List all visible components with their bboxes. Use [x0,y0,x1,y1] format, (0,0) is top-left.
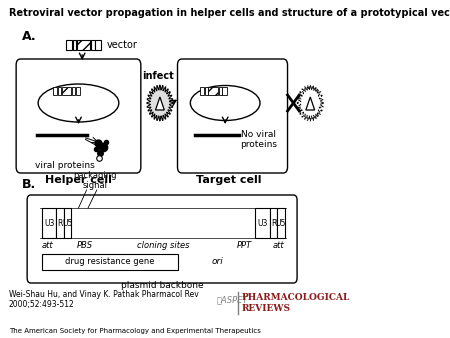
Text: U5: U5 [276,218,286,227]
Text: PHARMACOLOGICAL
REVIEWS: PHARMACOLOGICAL REVIEWS [241,293,350,313]
Bar [42,254,177,270]
Text: PBS: PBS [76,241,92,250]
Text: plasmid backbone: plasmid backbone [121,281,203,290]
Bar [72,87,75,95]
Text: The American Society for Pharmacology and Experimental Therapeutics: The American Society for Pharmacology an… [9,328,261,334]
Bar [199,87,204,95]
Bar [95,40,101,50]
Text: Target cell: Target cell [196,175,261,185]
Ellipse shape [190,86,260,121]
Text: R: R [271,218,276,227]
Bar [53,87,57,95]
Text: ori: ori [212,258,224,266]
FancyBboxPatch shape [27,195,297,283]
Text: U3: U3 [257,218,268,227]
Text: drug resistance gene: drug resistance gene [65,258,154,266]
Polygon shape [156,97,164,110]
Text: viral proteins: viral proteins [36,161,95,170]
Bar [255,208,270,238]
Text: att: att [42,241,54,250]
Bar [64,208,71,238]
Text: U3: U3 [44,218,54,227]
Text: cloning sites: cloning sites [137,241,189,250]
Bar [58,87,61,95]
Bar [66,40,72,50]
Text: Helper cell: Helper cell [45,175,112,185]
FancyBboxPatch shape [16,59,141,173]
Bar [62,87,71,95]
Text: Wei-Shau Hu, and Vinay K. Pathak Pharmacol Rev
2000;52:493-512: Wei-Shau Hu, and Vinay K. Pathak Pharmac… [9,290,198,309]
Bar [219,87,221,95]
Text: att: att [273,241,284,250]
Text: infect: infect [143,71,174,81]
Bar [91,40,94,50]
Text: U5: U5 [62,218,72,227]
Polygon shape [306,97,315,110]
Bar [205,87,207,95]
Bar [208,87,218,95]
Bar [72,40,76,50]
Bar [76,87,80,95]
Text: Retroviral vector propagation in helper cells and structure of a prototypical ve: Retroviral vector propagation in helper … [9,8,450,18]
Text: B.: B. [22,178,36,191]
Text: vector: vector [106,40,137,50]
Bar [57,208,64,238]
Polygon shape [147,85,173,121]
Bar [277,208,284,238]
FancyBboxPatch shape [177,59,288,173]
Text: PPT: PPT [237,241,252,250]
Text: packaging
signal: packaging signal [74,171,117,190]
Bar [42,208,57,238]
Polygon shape [297,85,324,121]
Ellipse shape [38,84,119,122]
Bar [77,40,90,50]
Bar [222,87,227,95]
Text: R: R [58,218,63,227]
Bar [270,208,277,238]
Text: ⓐASPET: ⓐASPET [216,295,248,305]
Text: A.: A. [22,30,36,43]
Text: No viral
proteins: No viral proteins [241,130,278,149]
